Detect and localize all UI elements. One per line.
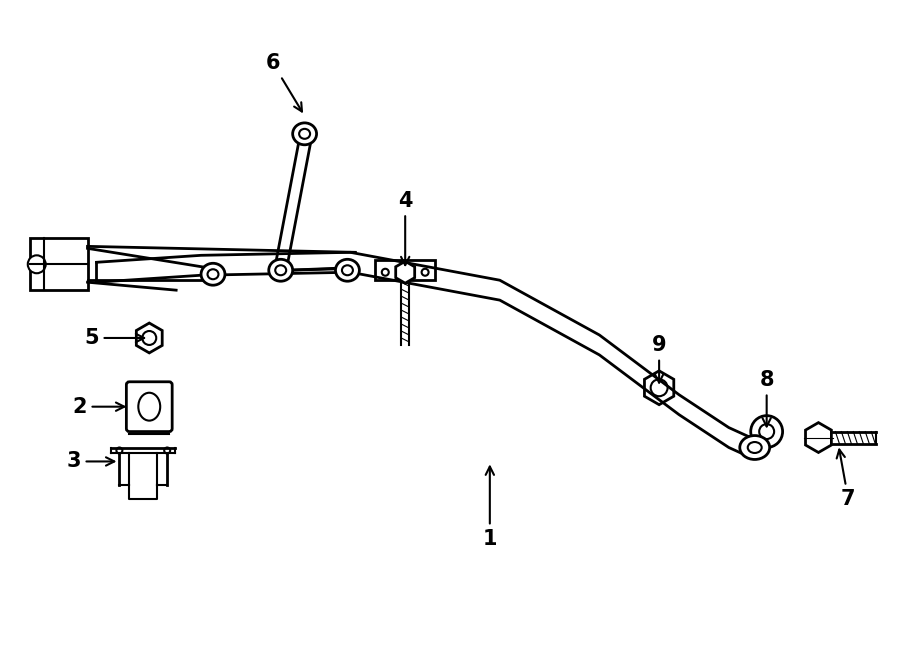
Circle shape bbox=[164, 448, 170, 453]
FancyBboxPatch shape bbox=[375, 260, 435, 280]
Ellipse shape bbox=[292, 123, 317, 145]
FancyBboxPatch shape bbox=[126, 382, 172, 432]
Circle shape bbox=[28, 256, 46, 273]
Text: 6: 6 bbox=[266, 53, 302, 111]
Ellipse shape bbox=[342, 265, 353, 275]
Ellipse shape bbox=[748, 442, 761, 453]
Ellipse shape bbox=[740, 436, 770, 459]
Ellipse shape bbox=[760, 424, 774, 439]
Text: 3: 3 bbox=[67, 451, 114, 471]
Circle shape bbox=[421, 269, 428, 276]
Ellipse shape bbox=[275, 265, 286, 275]
Circle shape bbox=[382, 269, 389, 276]
Ellipse shape bbox=[651, 379, 668, 397]
Ellipse shape bbox=[201, 263, 225, 285]
Bar bbox=[30, 238, 87, 290]
Ellipse shape bbox=[336, 260, 359, 281]
Text: 7: 7 bbox=[837, 449, 856, 509]
Circle shape bbox=[116, 448, 122, 453]
Text: 8: 8 bbox=[760, 370, 774, 426]
Text: 5: 5 bbox=[85, 328, 144, 348]
Circle shape bbox=[142, 331, 157, 345]
Ellipse shape bbox=[751, 416, 783, 448]
Text: 9: 9 bbox=[652, 335, 666, 383]
Text: 2: 2 bbox=[72, 397, 124, 416]
Text: 1: 1 bbox=[482, 467, 497, 549]
Ellipse shape bbox=[299, 129, 310, 139]
Ellipse shape bbox=[208, 269, 219, 279]
Text: 4: 4 bbox=[398, 191, 412, 265]
Ellipse shape bbox=[269, 260, 292, 281]
Ellipse shape bbox=[139, 393, 160, 420]
